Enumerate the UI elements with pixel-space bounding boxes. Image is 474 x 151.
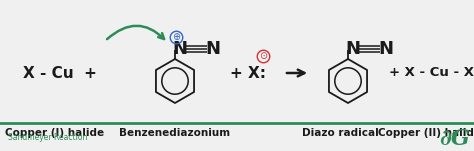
Text: Sandmeyer Reaction: Sandmeyer Reaction xyxy=(8,132,87,141)
Text: ⊕: ⊕ xyxy=(172,32,180,42)
Text: N: N xyxy=(206,40,220,58)
Text: X - Cu  +: X - Cu + xyxy=(23,66,97,80)
Text: Copper (II) halide: Copper (II) halide xyxy=(379,128,474,138)
Text: Diazo radical: Diazo radical xyxy=(301,128,378,138)
Text: N: N xyxy=(346,40,361,58)
Text: N: N xyxy=(173,40,188,58)
Text: ∂G: ∂G xyxy=(439,128,470,150)
Text: + X - Cu - X: + X - Cu - X xyxy=(390,66,474,79)
Text: + X:: + X: xyxy=(230,66,266,80)
Text: N: N xyxy=(379,40,393,58)
Text: Benzenediazonium: Benzenediazonium xyxy=(119,128,230,138)
Text: Copper (I) halide: Copper (I) halide xyxy=(5,128,105,138)
Text: ⊙: ⊙ xyxy=(259,51,267,61)
FancyArrowPatch shape xyxy=(107,26,164,39)
